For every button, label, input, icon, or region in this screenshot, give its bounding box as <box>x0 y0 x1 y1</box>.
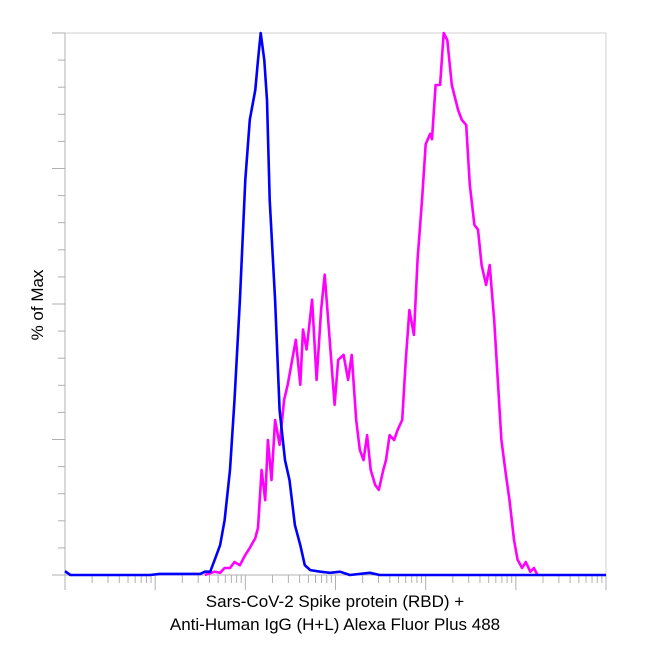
y-axis-label: % of Max <box>28 269 47 340</box>
x-axis-label-line1: Sars-CoV-2 Spike protein (RBD) + <box>206 592 464 611</box>
plot-frame <box>52 32 607 590</box>
series-line-control <box>64 31 606 577</box>
series-line-stained <box>204 31 539 577</box>
x-ticks <box>64 575 607 590</box>
series-group <box>64 31 606 577</box>
y-ticks <box>52 32 65 576</box>
x-axis-label-line2: Anti-Human IgG (H+L) Alexa Fluor Plus 48… <box>170 615 500 634</box>
